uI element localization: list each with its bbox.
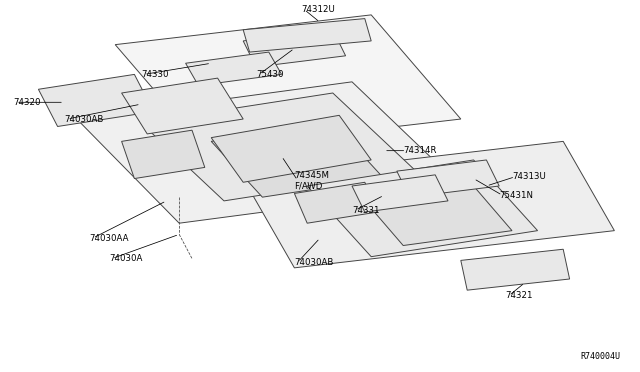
Text: 74030AB: 74030AB [64, 115, 104, 124]
Text: 75430: 75430 [256, 70, 284, 79]
Polygon shape [38, 74, 154, 126]
Text: 74314R: 74314R [403, 146, 436, 155]
Polygon shape [243, 19, 371, 52]
Polygon shape [352, 175, 448, 212]
Text: 74030AB: 74030AB [294, 258, 334, 267]
Polygon shape [115, 15, 461, 149]
Polygon shape [186, 52, 282, 86]
Polygon shape [211, 123, 384, 197]
Polygon shape [211, 115, 371, 182]
Polygon shape [461, 249, 570, 290]
Text: 74320: 74320 [13, 98, 40, 107]
Polygon shape [122, 130, 205, 179]
Polygon shape [243, 30, 346, 67]
Polygon shape [358, 179, 512, 246]
Text: 74312U: 74312U [301, 5, 335, 14]
Polygon shape [307, 160, 538, 257]
Text: R740004U: R740004U [581, 352, 621, 361]
Text: 74313U: 74313U [512, 172, 546, 181]
Polygon shape [294, 182, 378, 223]
Text: 74345M
F/AWD: 74345M F/AWD [294, 171, 330, 190]
Polygon shape [397, 160, 499, 197]
Text: 74030A: 74030A [109, 254, 142, 263]
Polygon shape [77, 82, 461, 223]
Polygon shape [243, 141, 614, 268]
Text: 74330: 74330 [141, 70, 168, 79]
Text: 74030AA: 74030AA [90, 234, 129, 243]
Text: 74331: 74331 [352, 206, 380, 215]
Text: 74321: 74321 [506, 291, 533, 300]
Polygon shape [141, 93, 416, 201]
Text: 75431N: 75431N [499, 191, 533, 200]
Polygon shape [122, 78, 243, 134]
